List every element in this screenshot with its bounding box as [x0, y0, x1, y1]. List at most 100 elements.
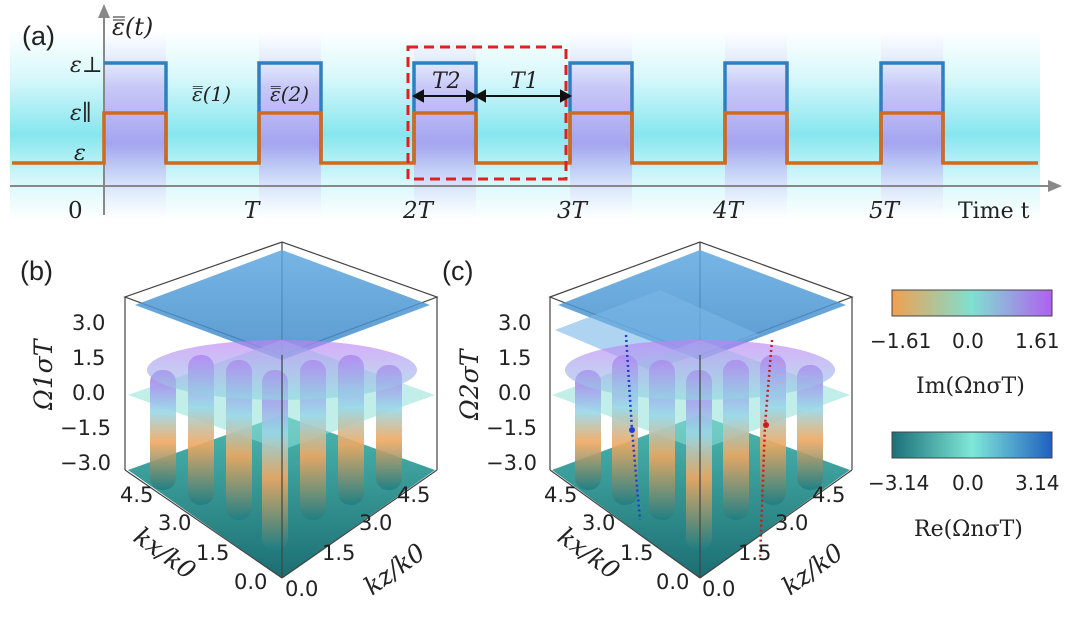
time-tick: 2T [402, 198, 435, 224]
z-ticks: 3.0 1.5 0.0 −1.5 −3.0 [486, 311, 537, 475]
kx-tick: 4.5 [544, 483, 577, 507]
z-tick: 0.0 [498, 381, 531, 405]
colorbar-re-tick: −3.14 [868, 471, 929, 495]
kz-tick: 0.0 [702, 577, 735, 601]
box-bottom-left [549, 469, 701, 579]
eps2-label: ε̿(2) [270, 82, 309, 106]
pulse-band [104, 30, 166, 220]
cylinder [797, 365, 823, 490]
kx-tick: 1.5 [620, 541, 653, 565]
kz-tick: 1.5 [738, 541, 771, 565]
panel-a: (a) ε̿(t) ε⊥ ε∥ ε ε̿(1) ε̿(2) T2 T1 0 T … [10, 4, 1062, 224]
z-tick: −3.0 [486, 451, 537, 475]
colorbar-im-tick: −1.61 [870, 329, 931, 353]
cylinder [376, 365, 402, 490]
time-tick: 0 [68, 198, 83, 224]
kz-tick: 0.0 [285, 577, 318, 601]
level-base-label: ε [74, 141, 86, 166]
pulse-band [725, 30, 787, 220]
box-bottom-left [124, 469, 283, 579]
colorbar-re-tick: 0.0 [952, 471, 984, 495]
colorbar-re-label: Re(ΩnσT) [914, 517, 1023, 542]
kx-tick: 3.0 [582, 511, 615, 535]
t1-label: T1 [510, 69, 539, 94]
pulse-band [259, 30, 321, 220]
kz-tick: 4.5 [397, 483, 430, 507]
box-bottom-right [699, 469, 853, 579]
cylinder [649, 360, 675, 520]
cylinder [226, 360, 252, 520]
interval-arrows [411, 89, 573, 103]
z-axis-title: Ω2σT [455, 347, 484, 421]
x-axis-arrow [1048, 180, 1062, 192]
par-waveform [12, 111, 1038, 165]
red-trace-point [763, 422, 769, 428]
panel-a-background [10, 30, 1040, 220]
z-axis-title: Ω1σT [29, 337, 58, 411]
colorbar-im-tick: 1.61 [1015, 329, 1060, 353]
colorbar-im: −1.61 0.0 1.61 Im(ΩnσT) [870, 289, 1060, 399]
colorbar-re-bar [891, 431, 1053, 459]
z-tick: 3.0 [72, 311, 105, 335]
colorbar-im-tick: 0.0 [952, 329, 984, 353]
y-axis-label: ε̿(t) [112, 13, 153, 41]
level-par-label: ε∥ [70, 101, 92, 126]
kz-tick: 4.5 [812, 483, 845, 507]
t2-arrow-head-left [411, 89, 424, 103]
panel-a-label: (a) [22, 21, 55, 51]
panel-b: (b) [20, 241, 439, 601]
panel-c-surfaces [552, 250, 850, 578]
kx-tick: 0.0 [656, 570, 689, 594]
colorbar-re: −3.14 0.0 3.14 Re(ΩnσT) [868, 431, 1060, 542]
cylinder [686, 370, 712, 550]
kx-tick: 4.5 [120, 483, 153, 507]
z-ticks: 3.0 1.5 0.0 −1.5 −3.0 [60, 311, 111, 475]
colorbar-re-tick: 3.14 [1015, 471, 1060, 495]
kx-tick: 3.0 [158, 511, 191, 535]
colorbar-im-label: Im(ΩnσT) [916, 374, 1025, 399]
t2-label: T2 [432, 69, 461, 94]
panel-c-label: (c) [442, 256, 473, 286]
panel-b-box-front [124, 297, 438, 579]
cylinder [300, 360, 326, 520]
kz-axis-title: kz/k0 [776, 537, 848, 600]
colorbar-im-bar [891, 289, 1053, 317]
time-tick: T [244, 198, 261, 224]
z-tick: −3.0 [60, 451, 111, 475]
time-ticks: 0 T 2T 3T 4T 5T [68, 198, 901, 224]
kz-tick: 3.0 [775, 511, 808, 535]
z-tick: −1.5 [486, 416, 537, 440]
z-tick: 3.0 [498, 311, 531, 335]
top-sheet [135, 250, 430, 360]
cylinder [723, 360, 749, 520]
y-axis-arrow [98, 4, 110, 18]
time-tick: 5T [869, 198, 901, 224]
t2-arrow-head-right [466, 89, 479, 103]
panel-b-label: (b) [20, 256, 53, 286]
pulse-band [570, 30, 632, 220]
x-axis-label: Time t [958, 199, 1030, 224]
kx-ticks: 4.5 3.0 1.5 0.0 [544, 483, 689, 594]
eps1-label: ε̿(1) [192, 82, 231, 106]
time-tick: 4T [712, 198, 745, 224]
kz-tick: 3.0 [359, 511, 392, 535]
panel-c-box-front [549, 297, 853, 579]
pulse-band [881, 30, 943, 220]
kz-tick: 1.5 [322, 541, 355, 565]
period-highlight-box [406, 45, 568, 181]
z-tick: 1.5 [498, 346, 531, 370]
t1-arrow-head-left [473, 89, 486, 103]
kx-tick: 1.5 [196, 541, 229, 565]
cylinder [150, 370, 176, 490]
kx-tick: 0.0 [234, 570, 267, 594]
perp-waveform [104, 61, 945, 163]
pulse-band [414, 30, 476, 220]
z-tick: 0.0 [72, 381, 105, 405]
t1-arrow-head-right [560, 89, 573, 103]
box-bottom-right [281, 469, 438, 579]
kx-ticks: 4.5 3.0 1.5 0.0 [120, 483, 267, 594]
z-tick: −1.5 [60, 416, 111, 440]
level-perp-label: ε⊥ [70, 53, 103, 78]
kz-ticks: 4.5 3.0 1.5 0.0 [285, 483, 430, 601]
time-tick: 3T [557, 198, 589, 224]
